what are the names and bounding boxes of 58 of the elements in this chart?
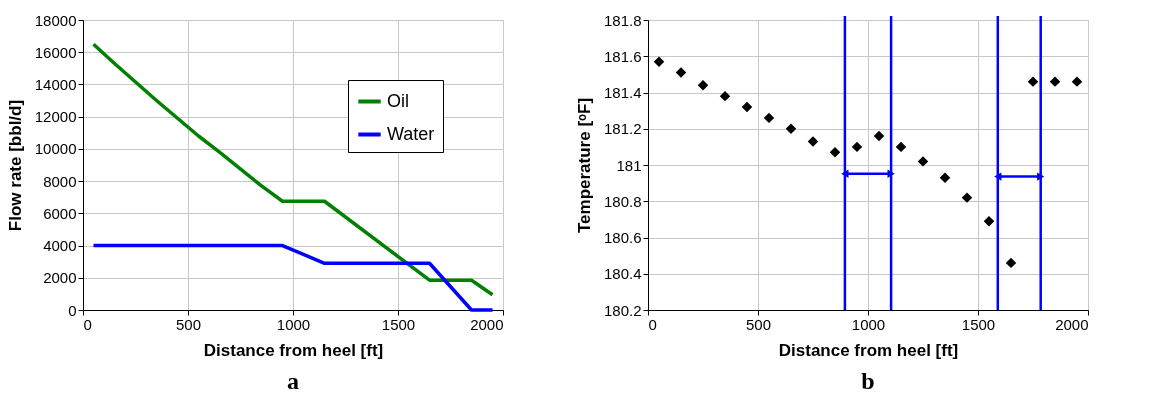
y-axis-title: Flow rate [bbl/d] <box>5 99 25 232</box>
y-tick-label: 4000 <box>43 237 77 255</box>
y-tick-label: 181.4 <box>603 84 642 101</box>
point <box>785 123 797 134</box>
point <box>807 136 819 147</box>
x-tick-label: 1000 <box>851 315 886 333</box>
point <box>961 192 973 203</box>
y-tick-label: 180.2 <box>603 301 642 319</box>
y-tick-label: 180.6 <box>603 229 642 246</box>
x-tick-label: 2000 <box>1055 315 1089 333</box>
point <box>829 147 841 158</box>
point <box>1049 76 1061 87</box>
legend-label: Water <box>387 123 435 144</box>
point <box>939 172 951 183</box>
text: b <box>861 368 875 394</box>
point <box>1005 257 1017 269</box>
point <box>983 215 995 227</box>
y-tick-label: 16000 <box>34 43 77 61</box>
x-axis-title: Distance from heel [ft] <box>203 340 384 360</box>
point <box>763 112 775 124</box>
x-tick-label: 1500 <box>381 315 416 333</box>
point <box>719 90 731 102</box>
y-tick-label: 18000 <box>34 11 77 29</box>
y-tick-label: 8000 <box>43 172 77 190</box>
point <box>873 130 885 142</box>
x-tick-label: 500 <box>175 315 202 333</box>
y-tick-label: 180.4 <box>603 265 642 283</box>
point <box>1071 76 1083 87</box>
point <box>697 80 709 91</box>
point <box>741 101 753 113</box>
y-tick-label: 14000 <box>34 75 77 93</box>
line-series <box>91 42 495 297</box>
y-tick-label: 2000 <box>43 269 77 287</box>
y-tick-label: 6000 <box>43 204 77 222</box>
x-axis-title: Distance from heel [ft] <box>778 340 959 360</box>
text: a <box>287 368 299 394</box>
x-tick-label: 0 <box>648 315 657 333</box>
y-axis-title: Temperature [ᵒF] <box>574 97 594 234</box>
y-tick-label: 181.8 <box>603 11 642 29</box>
x-tick-label: 2000 <box>470 315 504 333</box>
point <box>851 141 863 153</box>
y-tick-label: 181 <box>616 156 642 174</box>
y-tick-label: 10000 <box>34 140 77 158</box>
y-tick-label: 0 <box>68 301 77 319</box>
point <box>653 56 665 67</box>
y-tick-label: 181.6 <box>603 47 642 65</box>
x-tick-label: 1000 <box>276 315 311 333</box>
x-tick-label: 500 <box>745 315 772 333</box>
point <box>895 141 907 153</box>
x-tick-label: 1500 <box>961 315 996 333</box>
point <box>917 156 929 167</box>
y-tick-label: 180.8 <box>603 192 642 210</box>
y-tick-label: 12000 <box>34 108 77 126</box>
y-tick-label: 181.2 <box>603 120 642 138</box>
point <box>1027 76 1039 87</box>
x-tick-label: 0 <box>83 315 92 333</box>
legend-label: Oil <box>387 90 409 111</box>
point <box>675 67 687 78</box>
